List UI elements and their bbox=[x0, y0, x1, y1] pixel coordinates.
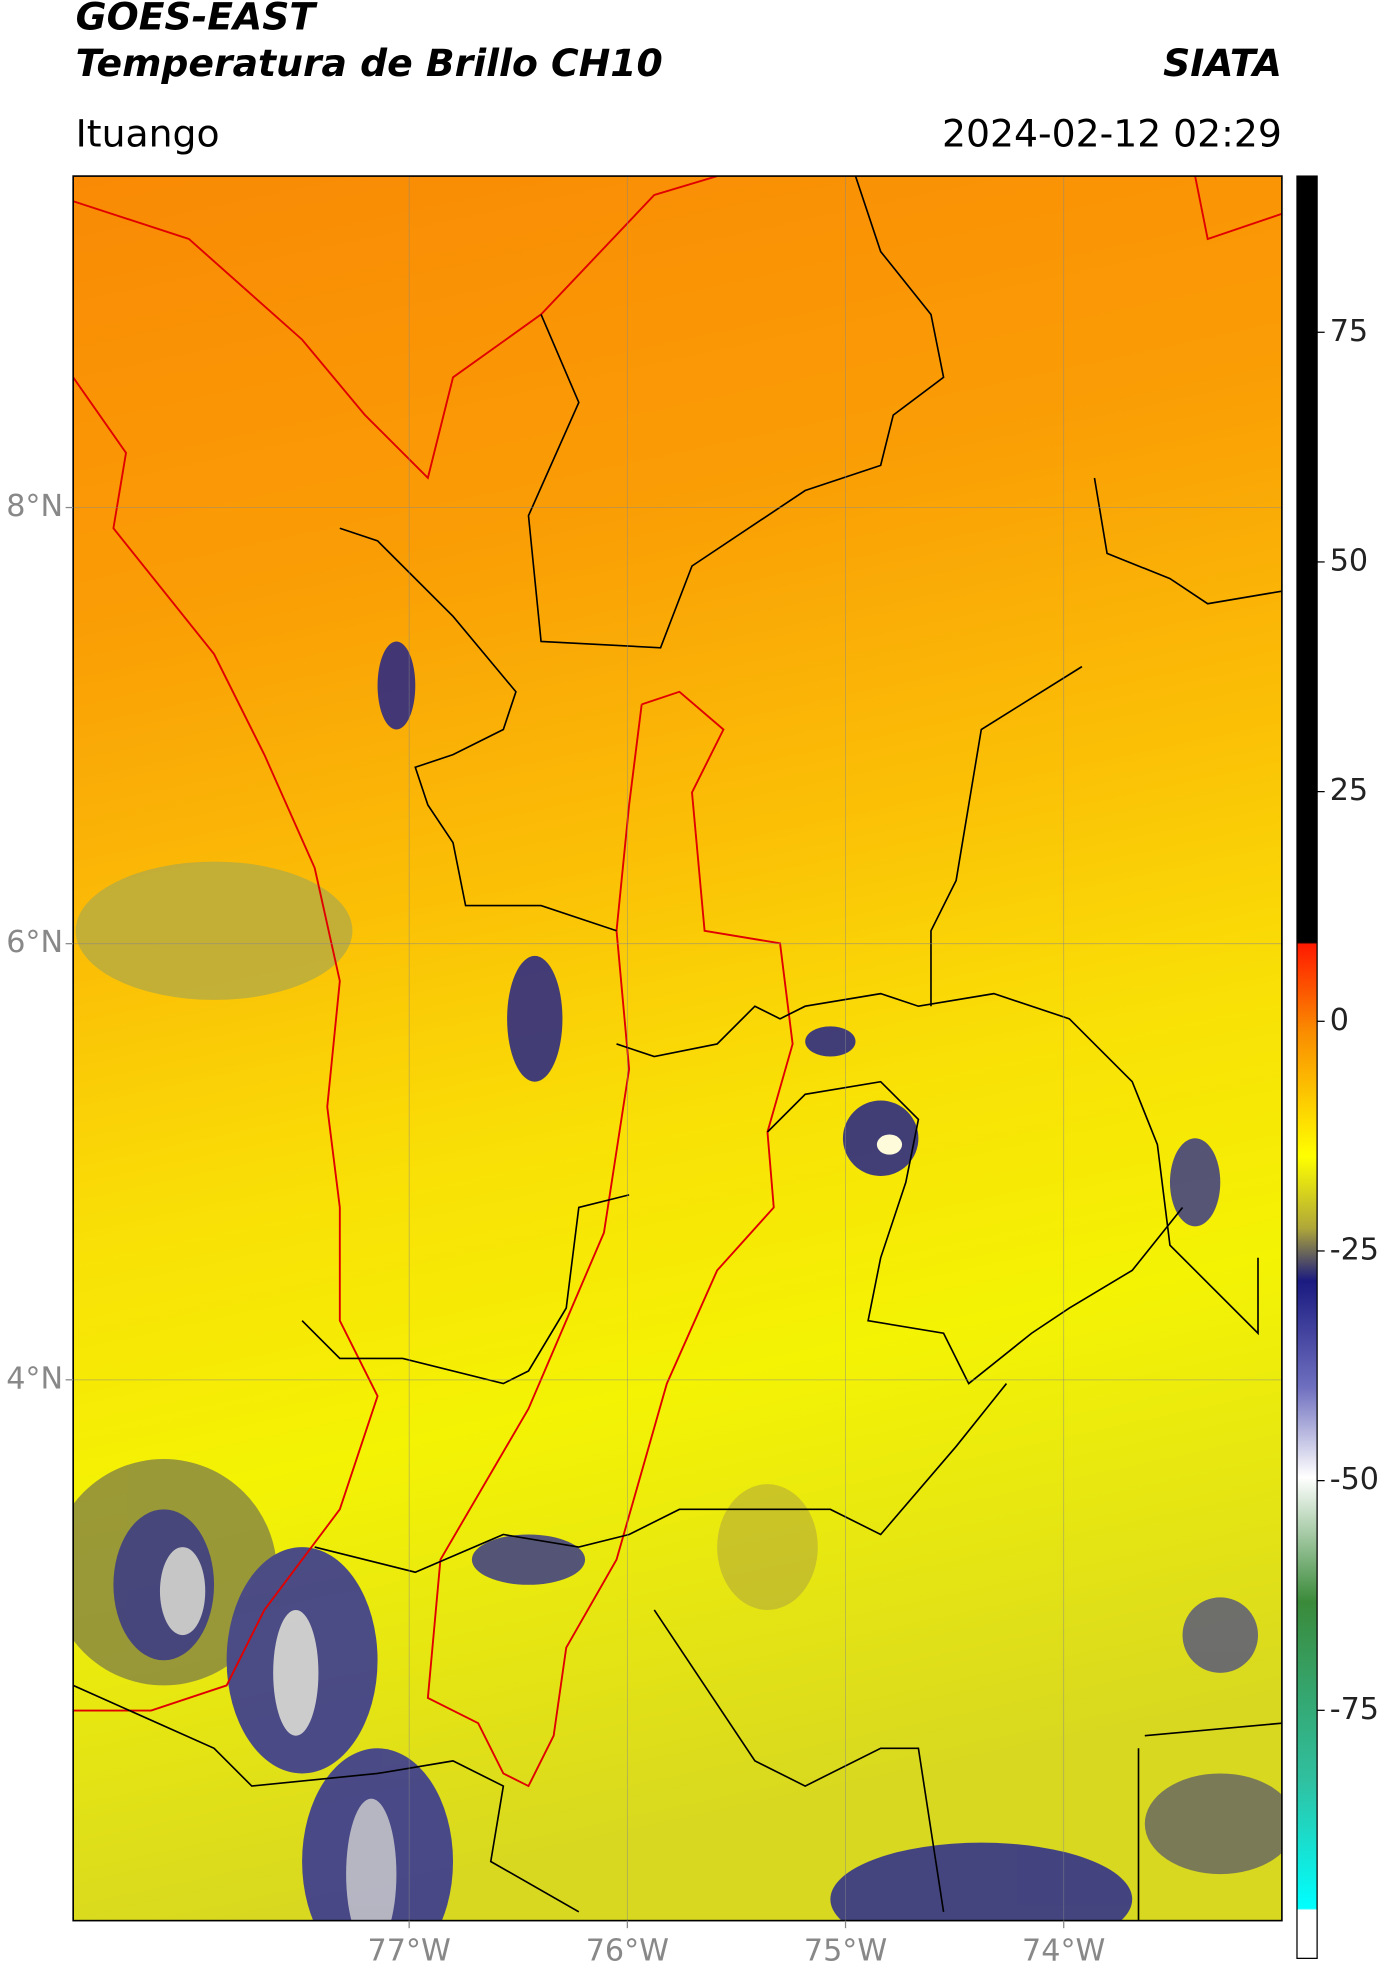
colorbar-tick-label: -50 bbox=[1330, 1462, 1379, 1497]
title: GOES-EAST bbox=[76, 0, 319, 38]
location: Ituango bbox=[76, 111, 220, 155]
colorbar-tick-label: 50 bbox=[1330, 543, 1368, 578]
colorbar bbox=[1296, 175, 1318, 1959]
colorbar-tick-label: -25 bbox=[1330, 1232, 1379, 1267]
coastline bbox=[73, 176, 1282, 1712]
admin-borders bbox=[73, 176, 1282, 1921]
datetime: 2024-02-12 02:29 bbox=[942, 111, 1282, 155]
colorbar-tick-label: 75 bbox=[1330, 314, 1368, 349]
map-frame bbox=[72, 175, 1283, 1922]
colorbar-tick-label: 25 bbox=[1330, 773, 1368, 808]
x-tick-label: 77°W bbox=[368, 1934, 451, 1969]
subtitle: Temperatura de Brillo CH10 bbox=[76, 41, 663, 85]
cloud-field bbox=[73, 641, 1282, 1921]
x-tick-label: 74°W bbox=[1022, 1934, 1105, 1969]
grid bbox=[73, 176, 1282, 1921]
y-tick-label: 8°N bbox=[6, 489, 63, 524]
colorbar-tick-label: 0 bbox=[1330, 1003, 1349, 1038]
source: SIATA bbox=[1163, 41, 1282, 85]
x-tick-label: 75°W bbox=[804, 1934, 887, 1969]
x-tick-label: 76°W bbox=[586, 1934, 669, 1969]
colorbar-tick-label: -75 bbox=[1330, 1692, 1379, 1727]
region-outline bbox=[426, 690, 794, 1788]
y-tick-label: 6°N bbox=[6, 925, 63, 960]
y-tick-label: 4°N bbox=[6, 1361, 63, 1396]
map bbox=[73, 176, 1282, 1921]
